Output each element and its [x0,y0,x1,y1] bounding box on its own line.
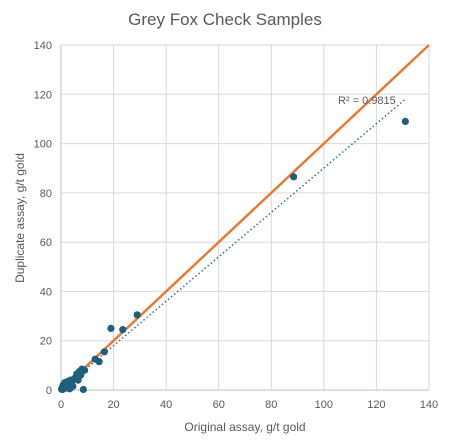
data-point [77,371,85,379]
x-tick-label: 40 [160,399,172,411]
data-point [401,117,409,125]
y-tick-label: 80 [40,188,52,200]
data-point [95,358,103,366]
y-tick-label: 60 [40,237,52,249]
x-tick-label: 20 [107,399,119,411]
y-tick-label: 20 [40,336,52,348]
data-points [57,117,409,394]
axes [60,45,429,391]
x-axis-label: Original assay, g/t gold [184,420,305,434]
y-tick-label: 140 [34,40,52,52]
data-point [69,382,77,390]
data-point [107,324,115,332]
r-squared-label: R² = 0.9815 [338,95,396,107]
y-tick-label: 120 [34,89,52,101]
y-tick-labels: 0 20 40 60 80 100 120 140 [34,40,52,397]
data-point [119,326,127,334]
y-tick-label: 0 [46,385,52,397]
x-tick-label: 120 [367,399,385,411]
gridlines [61,44,430,390]
y-axis-label: Duplicate assay, g/t gold [13,153,27,283]
x-tick-label: 0 [58,399,64,411]
x-tick-label: 100 [315,399,333,411]
data-point [290,173,298,181]
data-point [79,385,87,394]
data-point [133,311,141,319]
y-tick-label: 100 [34,139,52,151]
y-tick-label: 40 [40,286,52,298]
data-point [81,366,89,374]
data-point [100,348,108,356]
linear-trendline [60,98,406,391]
chart-title: Grey Fox Check Samples [128,10,322,29]
x-tick-label: 60 [213,399,225,411]
x-tick-label: 140 [420,399,438,411]
x-tick-label: 80 [265,399,277,411]
x-tick-labels: 0 20 40 60 80 100 120 140 [58,399,438,411]
